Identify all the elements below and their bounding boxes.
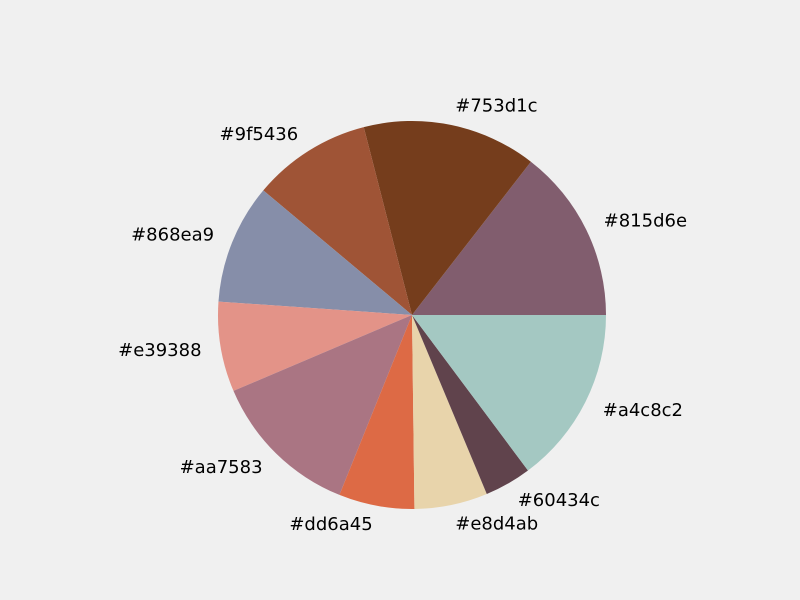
pie-slice-815d6e <box>412 161 606 315</box>
pie-slice-e39388 <box>218 301 412 391</box>
pie-slice-9f5436 <box>263 127 412 315</box>
pie-label-dd6a45: #dd6a45 <box>289 514 372 535</box>
pie-label-e39388: #e39388 <box>118 340 201 361</box>
pie-slice-e8d4ab <box>412 315 487 509</box>
pie-slice-aa7583 <box>233 315 412 495</box>
pie-label-a4c8c2: #a4c8c2 <box>603 400 683 421</box>
pie-label-815d6e: #815d6e <box>604 211 687 232</box>
pie-slices <box>218 120 606 509</box>
pie-label-9f5436: #9f5436 <box>220 124 299 145</box>
pie-slice-868ea9 <box>218 190 412 315</box>
pie-slice-60434c <box>412 315 528 494</box>
pie-label-60434c: #60434c <box>518 490 600 511</box>
pie-slice-753d1c <box>363 120 531 315</box>
pie-label-aa7583: #aa7583 <box>180 457 263 478</box>
pie-slice-dd6a45 <box>339 315 415 509</box>
pie-label-e8d4ab: #e8d4ab <box>455 513 538 534</box>
pie-slice-a4c8c2 <box>412 315 606 471</box>
pie-labels: #815d6e #753d1c #9f5436 #868ea9 #e39388 #aa75… <box>118 96 687 536</box>
pie-label-753d1c: #753d1c <box>455 96 537 117</box>
pie-label-868ea9: #868ea9 <box>131 225 214 246</box>
